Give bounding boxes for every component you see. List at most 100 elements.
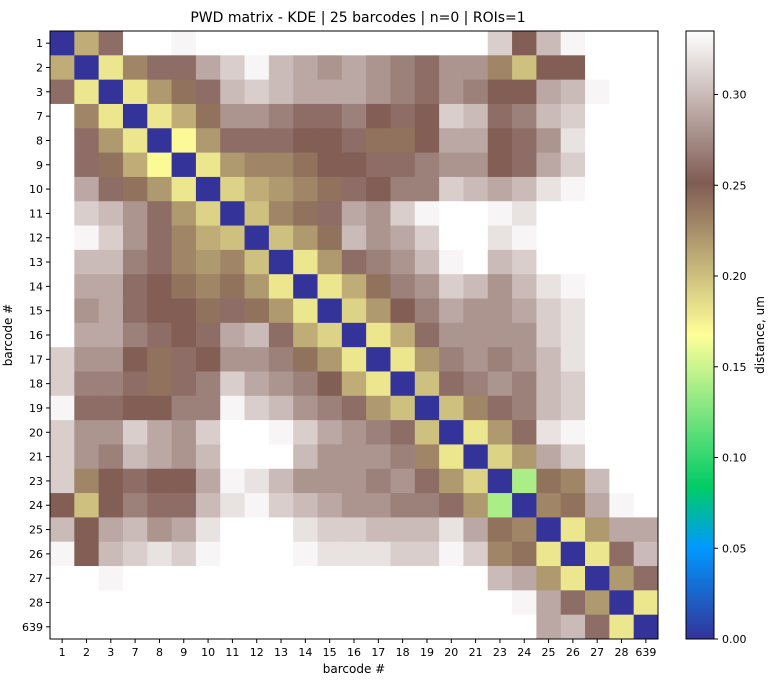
heatmap-cell <box>633 225 659 251</box>
heatmap-cell <box>390 590 416 616</box>
heatmap-cell <box>512 201 537 226</box>
heatmap-cell <box>439 225 464 251</box>
heatmap-cell <box>98 468 124 494</box>
heatmap-cell <box>439 55 464 81</box>
heatmap-cell <box>439 322 464 348</box>
heatmap-cell <box>341 420 367 445</box>
heatmap-cell <box>171 541 197 567</box>
x-tick-label: 16 <box>347 646 361 659</box>
heatmap-cell <box>390 103 416 129</box>
heatmap-cell <box>122 468 148 494</box>
heatmap-cell <box>439 103 464 129</box>
heatmap-cell <box>366 55 391 81</box>
heatmap-cell <box>122 249 148 275</box>
heatmap-cell <box>633 566 659 591</box>
heatmap-cell <box>463 444 489 470</box>
heatmap-cell <box>633 55 659 81</box>
heatmap-cell <box>195 79 221 105</box>
heatmap-cell <box>439 590 464 616</box>
heatmap-cell <box>317 347 343 372</box>
x-tick-label: 12 <box>250 646 264 659</box>
heatmap-cell <box>122 420 148 445</box>
heatmap-cell <box>147 298 172 324</box>
heatmap-cell <box>390 493 416 518</box>
heatmap-cell <box>147 614 172 640</box>
heatmap-cell <box>293 103 318 129</box>
heatmap-cell <box>293 128 318 153</box>
heatmap-cell <box>244 249 270 275</box>
heatmap-cell <box>195 420 221 445</box>
heatmap-cell <box>317 566 343 591</box>
heatmap-cell <box>585 274 610 299</box>
heatmap-cell <box>50 590 75 616</box>
heatmap-cell <box>536 128 562 153</box>
heatmap-cell <box>414 371 440 397</box>
heatmap-cell <box>122 541 148 567</box>
heatmap-cell <box>390 55 416 81</box>
heatmap-cell <box>220 395 245 421</box>
heatmap-cell <box>171 371 197 397</box>
heatmap-cell <box>560 517 586 543</box>
heatmap-cell <box>220 176 245 202</box>
heatmap-cell <box>366 468 391 494</box>
heatmap-cell <box>609 274 635 299</box>
heatmap-cell <box>536 201 562 226</box>
heatmap-cell <box>122 614 148 640</box>
heatmap-cell <box>268 31 294 56</box>
heatmap-cell <box>585 614 610 640</box>
heatmap-cell <box>268 152 294 178</box>
heatmap-cell <box>317 322 343 348</box>
heatmap-cell <box>171 103 197 129</box>
heatmap-cell <box>633 444 659 470</box>
heatmap-cell <box>220 103 245 129</box>
heatmap-cell <box>609 201 635 226</box>
heatmap-cell <box>414 274 440 299</box>
heatmap-cell <box>268 128 294 153</box>
heatmap-cell <box>98 517 124 543</box>
heatmap-cell <box>341 128 367 153</box>
heatmap-cell <box>536 493 562 518</box>
heatmap-cell <box>195 493 221 518</box>
heatmap-cell <box>560 79 586 105</box>
heatmap-cell <box>341 468 367 494</box>
heatmap-cell <box>244 128 270 153</box>
heatmap-cell <box>268 322 294 348</box>
heatmap-cell <box>536 55 562 81</box>
heatmap-cell <box>122 395 148 421</box>
heatmap-cell <box>195 517 221 543</box>
heatmap-cell <box>463 420 489 445</box>
heatmap-cell <box>487 395 513 421</box>
heatmap-cell <box>487 31 513 56</box>
heatmap-cell <box>74 103 100 129</box>
heatmap-cell <box>560 176 586 202</box>
heatmap-cell <box>50 274 75 299</box>
heatmap-cell <box>244 468 270 494</box>
heatmap-cell <box>341 225 367 251</box>
heatmap-cell <box>122 103 148 129</box>
heatmap-cell <box>366 541 391 567</box>
heatmap-cell <box>439 274 464 299</box>
heatmap-cell <box>268 347 294 372</box>
heatmap-cell <box>293 322 318 348</box>
heatmap-cell <box>609 614 635 640</box>
colorbar-tick-label: 0.05 <box>722 542 747 555</box>
heatmap-cell <box>633 79 659 105</box>
heatmap-cell <box>414 420 440 445</box>
heatmap-cell <box>317 371 343 397</box>
heatmap-cell <box>487 128 513 153</box>
heatmap-cell <box>220 31 245 56</box>
x-tick-label: 27 <box>590 646 604 659</box>
x-tick-label: 19 <box>420 646 434 659</box>
heatmap-cell <box>633 347 659 372</box>
heatmap-cell <box>609 347 635 372</box>
heatmap-cell <box>50 347 75 372</box>
heatmap-cell <box>487 468 513 494</box>
heatmap-cell <box>50 444 75 470</box>
heatmap-cell <box>609 128 635 153</box>
heatmap-cell <box>633 176 659 202</box>
heatmap-cell <box>487 298 513 324</box>
heatmap-cell <box>585 79 610 105</box>
heatmap-cell <box>585 201 610 226</box>
heatmap-cell <box>512 176 537 202</box>
heatmap-cell <box>463 468 489 494</box>
